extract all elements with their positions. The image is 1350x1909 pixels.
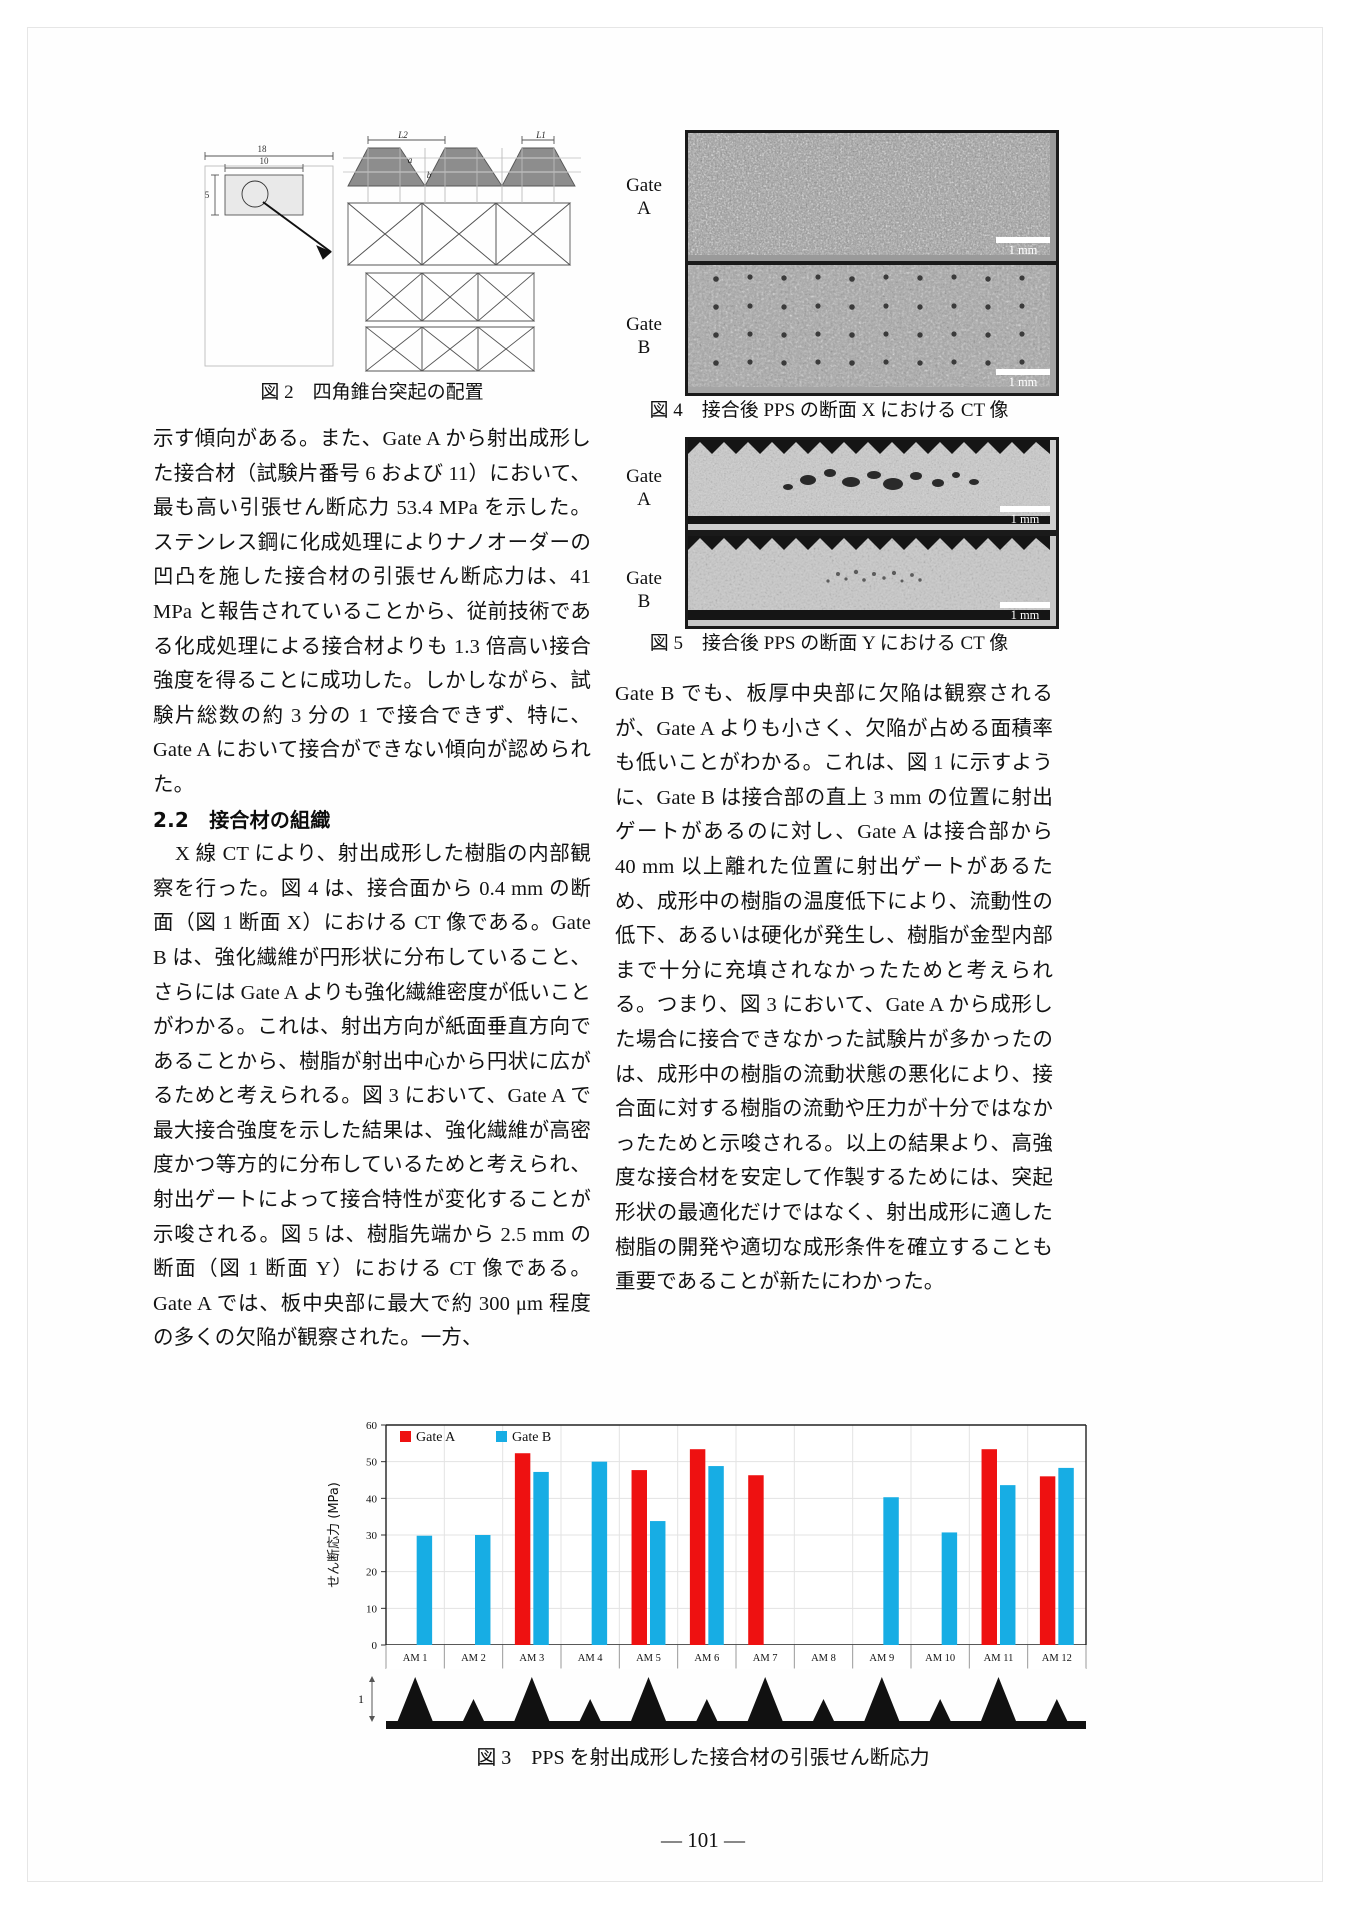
figure-5: Gate A	[615, 437, 1059, 667]
profile-silhouette	[386, 1677, 1086, 1729]
fig2-label-L1: L1	[535, 130, 546, 140]
svg-text:50: 50	[366, 1457, 378, 1469]
svg-text:60: 60	[366, 1420, 378, 1432]
fig2-label-L2: L2	[397, 130, 408, 140]
figure-4-gateA-scalebar: 1 mm	[996, 237, 1050, 256]
figure-4-gateB-image: 1 mm	[685, 262, 1059, 396]
legend-swatch-gate-a	[400, 1431, 411, 1442]
bar-gate-b-AM4	[591, 1461, 608, 1645]
left-paragraph-2: X 線 CT により、射出成形した樹脂の内部観察を行った。図 4 は、接合面から…	[153, 843, 591, 1350]
bar-gate-b-AM5	[650, 1521, 666, 1645]
x-tick-AM9: AM 9	[869, 1653, 894, 1664]
bar-gate-b-AM1	[416, 1535, 433, 1645]
figure-3: 0 10 20 30 40 50 60 AM 1 AM 2 AM 3 AM 4 AM 5 AM 6 AM …	[308, 1413, 1098, 1771]
y-axis-title: せん断応力 (MPa)	[327, 1482, 342, 1588]
figure-4-gateB-label: Gate B	[626, 314, 662, 358]
figure-5-gateB-image: 1 mm	[685, 533, 1059, 629]
fig2-dim-5: 5	[205, 190, 210, 200]
ct-texture-b1	[688, 440, 1050, 524]
figure-2-schematic: 18 10 5	[204, 130, 581, 372]
x-tick-AM3: AM 3	[519, 1653, 544, 1664]
x-tick-AM11: AM 11	[984, 1653, 1014, 1664]
bar-gate-b-AM3	[533, 1471, 549, 1645]
bar-gate-a-AM12	[1039, 1476, 1056, 1645]
bar-gate-a-AM3	[514, 1453, 531, 1645]
page-content: 18 10 5	[153, 128, 1253, 1852]
figure-3-chart: 0 10 20 30 40 50 60 AM 1 AM 2 AM 3 AM 4 AM 5 AM 6 AM …	[327, 1420, 1087, 1729]
ct-texture-b2	[688, 536, 1050, 620]
figure-5-gateA-label: Gate A	[626, 466, 662, 510]
figure-3-caption: 図 3 PPS を射出成形した接合材の引張せん断応力	[476, 1747, 930, 1769]
figure-4: Gate A 1 mm	[615, 128, 1059, 433]
bar-gate-a-AM5	[631, 1470, 647, 1645]
x-tick-AM5: AM 5	[636, 1653, 661, 1664]
figure-5-gateB-scalebar: 1 mm	[1000, 602, 1050, 621]
page-number: — 101 —	[661, 1828, 745, 1852]
figure-5-caption: 図 5 接合後 PPS の断面 Y における CT 像	[649, 633, 1009, 654]
bar-gate-a-AM7	[748, 1475, 764, 1645]
bar-gate-b-AM6	[708, 1466, 724, 1645]
figure-5-gateA-image: 1 mm	[685, 437, 1059, 533]
bar-gate-b-AM12	[1058, 1467, 1074, 1645]
svg-text:0: 0	[372, 1640, 378, 1652]
svg-text:40: 40	[366, 1493, 378, 1505]
x-tick-AM7: AM 7	[753, 1653, 778, 1664]
bar-gate-b-AM10	[941, 1532, 958, 1645]
x-tick-AM12: AM 12	[1042, 1653, 1072, 1664]
legend-label-gate-a: Gate A	[416, 1430, 456, 1445]
svg-text:10: 10	[366, 1603, 378, 1615]
legend-swatch-gate-b	[496, 1431, 507, 1442]
x-tick-AM4: AM 4	[578, 1653, 604, 1664]
x-tick-AM2: AM 2	[461, 1653, 486, 1664]
fig2-label-b: b	[427, 170, 432, 180]
svg-text:30: 30	[366, 1530, 378, 1542]
bar-gate-b-AM9	[883, 1497, 899, 1645]
fig2-label-a: a	[408, 155, 413, 165]
x-tick-AM1: AM 1	[403, 1653, 428, 1664]
x-tick-AM6: AM 6	[694, 1653, 719, 1664]
figure-5-gateB-label: Gate B	[626, 568, 662, 612]
x-tick-AM8: AM 8	[811, 1653, 836, 1664]
page-sheet: 18 10 5	[28, 28, 1322, 1881]
ct-texture-a1	[688, 133, 1050, 255]
left-column: 18 10 5	[153, 128, 591, 1356]
figure-4-gateA-image: 1 mm	[685, 130, 1059, 264]
fig2-dim-10: 10	[260, 156, 270, 166]
figure-4-caption: 図 4 接合後 PPS の断面 X における CT 像	[649, 400, 1009, 421]
fig2-dim-18: 18	[258, 144, 268, 154]
bar-gate-b-AM11	[1000, 1485, 1016, 1645]
right-column: Gate A 1 mm	[615, 128, 1059, 1300]
figure-4-gateB-scalebar: 1 mm	[996, 369, 1050, 388]
figure-2: 18 10 5	[153, 128, 591, 418]
figure-5-gateA-scalebar: 1 mm	[1000, 506, 1050, 525]
figure-2-caption: 図 2 四角錐台突起の配置	[260, 382, 484, 403]
bar-gate-a-AM6	[689, 1449, 706, 1645]
x-tick-AM10: AM 10	[925, 1653, 955, 1664]
profile-height-label: 1	[358, 1692, 364, 1706]
left-paragraph-1: 示す傾向がある。また、Gate A から射出成形した接合材（試験片番号 6 およ…	[153, 428, 591, 796]
figure-4-gateA-label: Gate A	[626, 175, 662, 219]
legend-label-gate-b: Gate B	[512, 1430, 551, 1445]
right-paragraph-1: Gate B でも、板厚中央部に欠陥は観察されるが、Gate A よりも小さく、…	[615, 683, 1053, 1294]
bar-gate-b-AM2	[475, 1535, 491, 1645]
section-heading-2-2: 2.2 接合材の組織	[153, 807, 331, 832]
svg-text:20: 20	[366, 1567, 378, 1579]
ct-texture-a2	[688, 265, 1050, 387]
bar-gate-a-AM11	[981, 1449, 997, 1645]
two-column-body: 18 10 5	[153, 128, 1253, 1398]
